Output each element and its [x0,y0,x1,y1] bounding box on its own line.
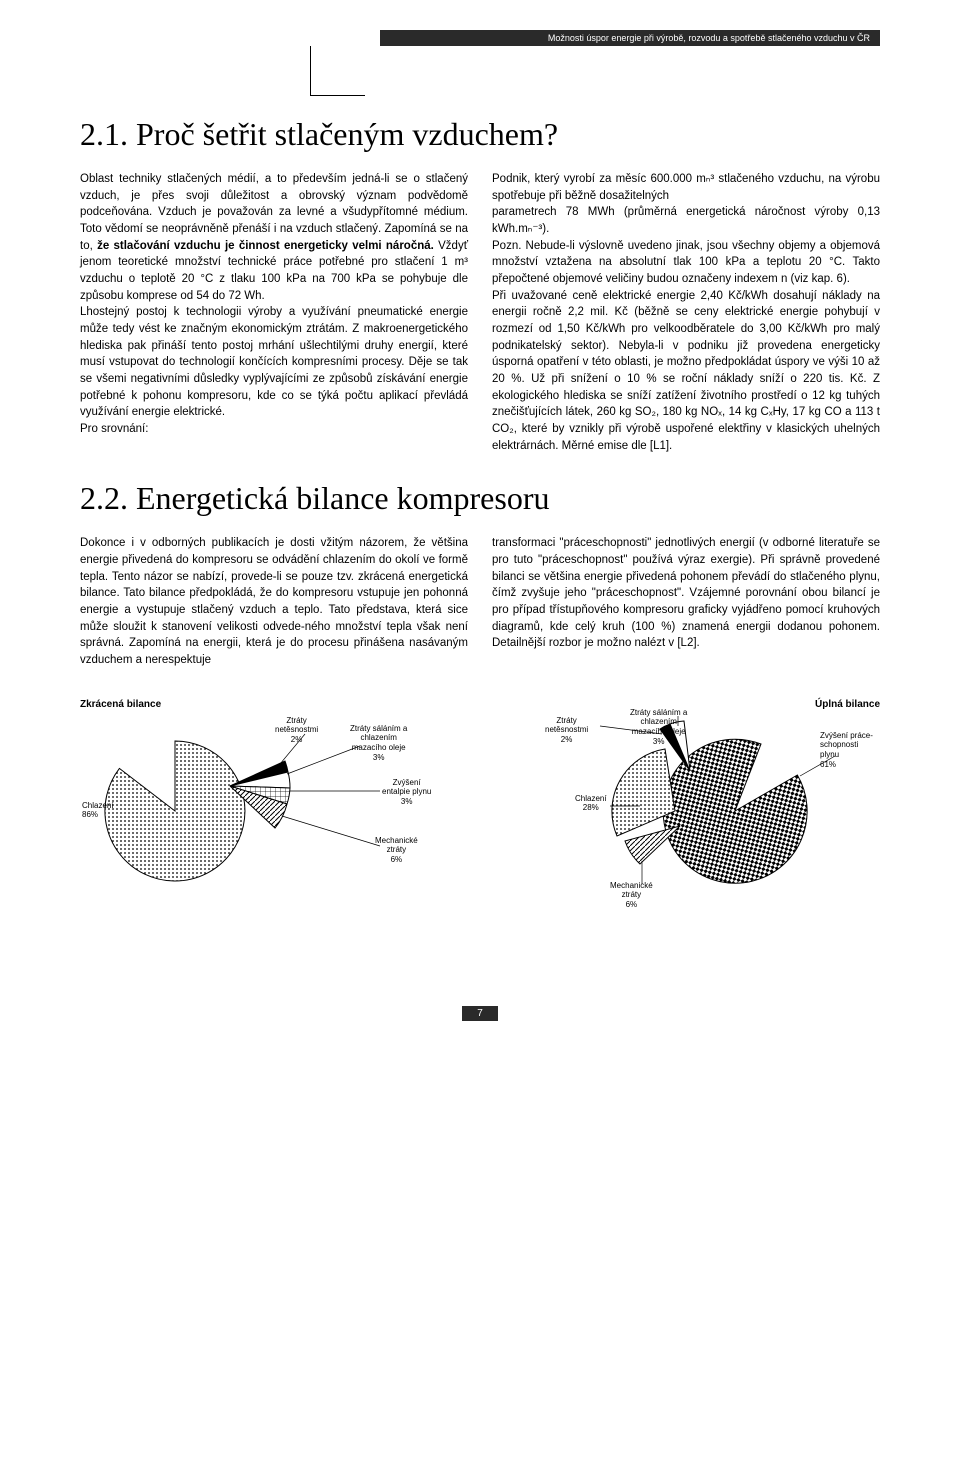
p21-d: Pro srovnání: [80,421,468,438]
lbl2-netesnost: Ztrátynetěsnostmi2% [545,716,588,745]
p21-h: Při uvažované ceně elektrické energie 2,… [492,288,880,455]
p21-c: Lhostejný postoj k technologii výroby a … [80,304,468,421]
page-content: 2.1. Proč šetřit stlačeným vzduchem? Obl… [0,116,960,946]
p21-bold: že stlačování vzduchu je činnost energet… [97,240,434,252]
section-2-1-body: Oblast techniky stlačených médií, a to p… [80,171,880,454]
page-number: 7 [462,1006,498,1021]
p21-f: parametrech 78 MWh (průměrná energetická… [492,204,880,237]
running-header: Možnosti úspor energie při výrobě, rozvo… [380,30,880,46]
lbl-mech: Mechanickéztráty6% [375,836,418,865]
lbl2-salani: Ztráty sáláním achlazenímmazacího oleje3… [630,708,687,746]
lbl2-mech: Mechanickéztráty6% [610,881,653,910]
lbl2-zvyseni: Zvýšení práce-schopnostiplynu61% [820,731,873,769]
p21-g: Pozn. Nebude-li výslovně uvedeno jinak, … [492,238,880,288]
p22-b: transformaci "práceschopnosti" jednotliv… [492,535,880,652]
corner-ornament [310,46,365,96]
heading-2-1: 2.1. Proč šetřit stlačeným vzduchem? [80,116,880,153]
chart-left-title: Zkrácená bilance [80,699,470,710]
p21-e: Podnik, který vyrobí za měsíc 600.000 mₙ… [492,171,880,204]
charts-row: Zkrácená bilance [80,699,880,906]
lbl-entalpie: Zvýšeníentalpie plynu3% [382,778,431,807]
chart-zkracena: Zkrácená bilance [80,699,470,906]
heading-2-2: 2.2. Energetická bilance kompresoru [80,480,880,517]
lbl-salani: Ztráty sáláním achlazenímmazacího oleje3… [350,724,407,762]
lbl-netesnost: Ztrátynetěsnostmi2% [275,716,318,745]
lbl2-chlazeni: Chlazení28% [575,794,607,813]
chart-uplna: Úplná bilance [490,699,880,906]
lbl-chlazeni: Chlazení86% [82,801,114,820]
section-2-2-body: Dokonce i v odborných publikacích je dos… [80,535,880,668]
p22-a: Dokonce i v odborných publikacích je dos… [80,535,468,668]
